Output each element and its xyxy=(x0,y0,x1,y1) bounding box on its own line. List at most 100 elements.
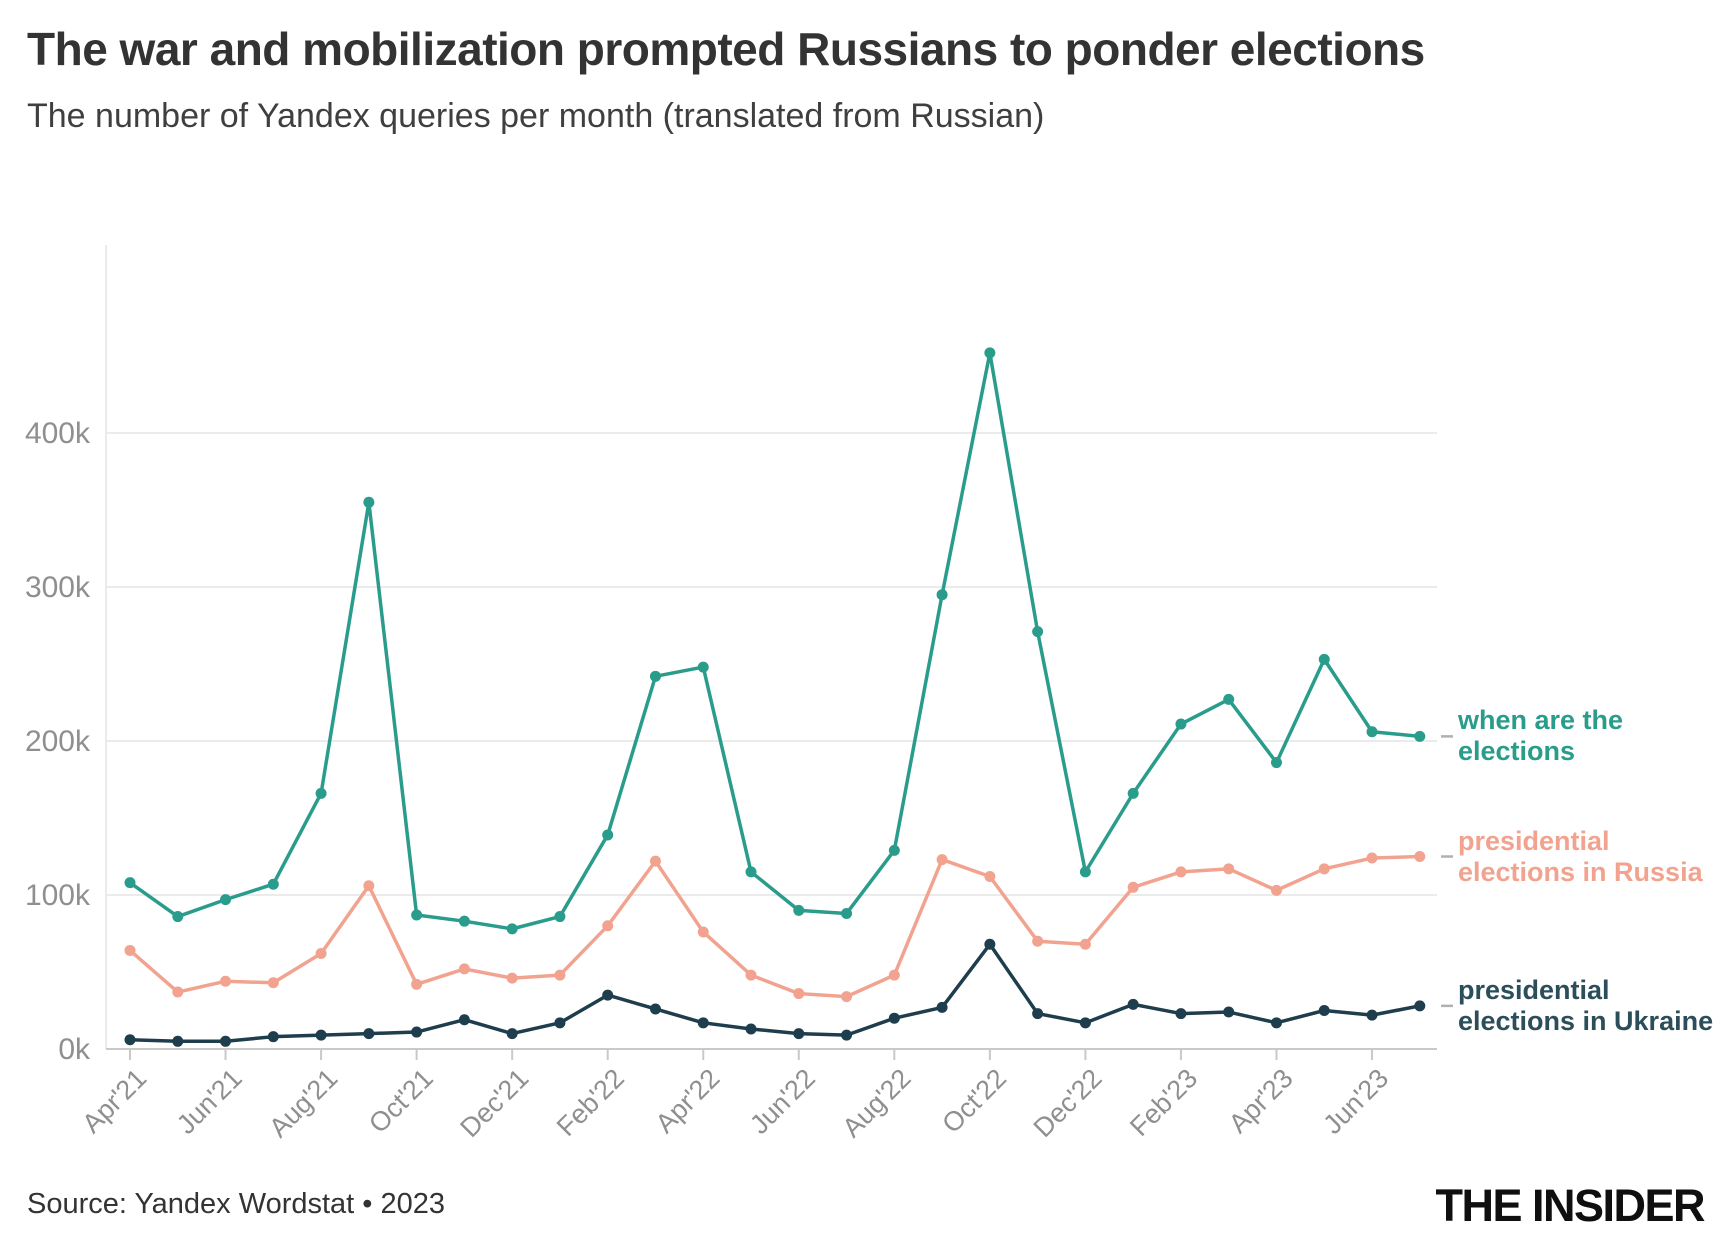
x-tick-label: Oct'21 xyxy=(363,1063,439,1139)
data-point-presidential-elections-in-Ukraine-Oct'22 xyxy=(984,938,996,950)
data-point-presidential-elections-in-Russia-Oct'22 xyxy=(984,871,996,883)
data-point-presidential-elections-in-Ukraine-May'22 xyxy=(745,1023,757,1035)
x-tick-label: Apr'22 xyxy=(650,1063,726,1139)
data-point-when-are-the-elections-Oct'21 xyxy=(411,909,423,921)
data-point-presidential-elections-in-Ukraine-Sep'22 xyxy=(936,1001,948,1013)
data-point-when-are-the-elections-Sep'21 xyxy=(363,496,375,508)
data-point-presidential-elections-in-Ukraine-Nov'21 xyxy=(458,1014,470,1026)
data-point-presidential-elections-in-Ukraine-Jun'21 xyxy=(220,1035,232,1047)
chart-title: The war and mobilization prompted Russia… xyxy=(27,23,1425,75)
data-point-presidential-elections-in-Ukraine-Mar'23 xyxy=(1223,1006,1235,1018)
data-point-presidential-elections-in-Russia-May'21 xyxy=(172,986,184,998)
data-point-when-are-the-elections-Mar'22 xyxy=(649,670,661,682)
data-point-when-are-the-elections-Jul'22 xyxy=(841,907,853,919)
data-point-when-are-the-elections-Jan'22 xyxy=(554,911,566,923)
series-label-line: elections xyxy=(1458,736,1576,767)
data-point-presidential-elections-in-Ukraine-Jun'23 xyxy=(1366,1009,1378,1021)
data-point-presidential-elections-in-Ukraine-Dec'21 xyxy=(506,1028,518,1040)
data-point-presidential-elections-in-Russia-Jun'21 xyxy=(220,975,232,987)
data-point-presidential-elections-in-Russia-Jul'22 xyxy=(841,991,853,1003)
series-label-line: presidential xyxy=(1458,825,1610,856)
data-point-when-are-the-elections-Jun'23 xyxy=(1366,726,1378,738)
data-point-presidential-elections-in-Ukraine-Apr'22 xyxy=(697,1017,709,1029)
data-point-presidential-elections-in-Russia-Sep'21 xyxy=(363,880,375,892)
data-point-presidential-elections-in-Ukraine-Aug'22 xyxy=(888,1012,900,1024)
data-point-when-are-the-elections-Jul'23 xyxy=(1414,730,1426,742)
data-point-presidential-elections-in-Russia-Apr'21 xyxy=(124,944,136,956)
series-label-line: elections in Ukraine xyxy=(1458,1005,1714,1036)
data-point-presidential-elections-in-Russia-Mar'23 xyxy=(1223,863,1235,875)
data-point-presidential-elections-in-Russia-Sep'22 xyxy=(936,854,948,866)
data-point-presidential-elections-in-Ukraine-Mar'22 xyxy=(649,1003,661,1015)
data-point-when-are-the-elections-Oct'22 xyxy=(984,347,996,359)
data-point-presidential-elections-in-Russia-Dec'22 xyxy=(1079,938,1091,950)
x-tick-label: Feb'22 xyxy=(551,1063,630,1142)
data-point-when-are-the-elections-Aug'22 xyxy=(888,844,900,856)
data-point-when-are-the-elections-Jan'23 xyxy=(1127,787,1139,799)
data-point-presidential-elections-in-Ukraine-May'21 xyxy=(172,1035,184,1047)
data-point-presidential-elections-in-Ukraine-Apr'23 xyxy=(1270,1017,1282,1029)
data-point-presidential-elections-in-Russia-Jul'23 xyxy=(1414,851,1426,862)
data-point-presidential-elections-in-Ukraine-Jan'23 xyxy=(1127,998,1139,1010)
chart-subtitle: The number of Yandex queries per month (… xyxy=(27,97,1045,135)
series-label-line: when are the xyxy=(1458,705,1624,736)
data-point-presidential-elections-in-Ukraine-Jun'22 xyxy=(793,1028,805,1040)
chart-header: The war and mobilization prompted Russia… xyxy=(27,18,1587,138)
x-tick-label: Oct'22 xyxy=(936,1063,1012,1139)
data-point-presidential-elections-in-Russia-May'22 xyxy=(745,969,757,981)
data-point-when-are-the-elections-Apr'22 xyxy=(697,661,709,673)
data-point-presidential-elections-in-Russia-Feb'23 xyxy=(1175,866,1187,878)
data-point-when-are-the-elections-Dec'21 xyxy=(506,923,518,935)
data-point-presidential-elections-in-Ukraine-Oct'21 xyxy=(411,1026,423,1038)
x-tick-label: Apr'21 xyxy=(76,1063,152,1139)
x-tick-label: Dec'21 xyxy=(454,1063,534,1143)
series-line-when-are-the-elections xyxy=(128,351,1420,931)
y-tick-label: 400k xyxy=(25,417,91,450)
x-tick-label: Jun'21 xyxy=(171,1063,248,1140)
data-point-when-are-the-elections-Sep'22 xyxy=(936,589,948,601)
series-label-line: elections in Russia xyxy=(1458,856,1703,887)
data-point-presidential-elections-in-Russia-Oct'21 xyxy=(411,978,423,990)
data-point-presidential-elections-in-Ukraine-Sep'21 xyxy=(363,1028,375,1040)
data-point-presidential-elections-in-Russia-Jan'23 xyxy=(1127,881,1139,893)
data-point-when-are-the-elections-Dec'22 xyxy=(1079,866,1091,878)
data-point-when-are-the-elections-Nov'22 xyxy=(1032,626,1044,638)
data-point-presidential-elections-in-Russia-Jan'22 xyxy=(554,969,566,981)
x-tick-label: Feb'23 xyxy=(1124,1063,1203,1142)
brand-logo: THE INSIDER xyxy=(1435,1180,1705,1231)
y-tick-label: 0k xyxy=(58,1033,91,1066)
data-point-when-are-the-elections-Aug'21 xyxy=(315,787,327,799)
data-point-when-are-the-elections-Apr'21 xyxy=(124,877,136,889)
series-label-presidential-elections-in-ukraine: presidential elections in Ukraine xyxy=(1458,975,1713,1037)
data-point-presidential-elections-in-Ukraine-Dec'22 xyxy=(1079,1017,1091,1029)
data-point-when-are-the-elections-Nov'21 xyxy=(458,915,470,927)
x-tick-label: Jun'22 xyxy=(744,1063,821,1140)
x-tick-label: Aug'22 xyxy=(836,1063,916,1143)
data-point-presidential-elections-in-Ukraine-Feb'23 xyxy=(1175,1008,1187,1020)
source-note: Source: Yandex Wordstat • 2023 xyxy=(27,1188,446,1220)
data-point-when-are-the-elections-Feb'23 xyxy=(1175,718,1187,730)
data-point-when-are-the-elections-May'23 xyxy=(1318,653,1330,665)
series-label-presidential-elections-in-russia: presidential elections in Russia xyxy=(1458,826,1703,888)
data-point-presidential-elections-in-Ukraine-May'23 xyxy=(1318,1005,1330,1016)
data-point-presidential-elections-in-Ukraine-Jan'22 xyxy=(554,1017,566,1029)
data-point-presidential-elections-in-Russia-Apr'23 xyxy=(1270,884,1282,896)
data-point-presidential-elections-in-Russia-Jul'21 xyxy=(267,977,279,989)
x-tick-label: Jun'23 xyxy=(1317,1063,1394,1140)
series-line-presidential-elections-in-Russia xyxy=(128,854,1420,999)
data-point-when-are-the-elections-Apr'23 xyxy=(1270,757,1282,769)
data-point-presidential-elections-in-Ukraine-Apr'21 xyxy=(124,1034,136,1046)
data-point-presidential-elections-in-Russia-Aug'21 xyxy=(315,948,327,960)
data-point-when-are-the-elections-Mar'23 xyxy=(1223,693,1235,705)
data-point-when-are-the-elections-Jun'22 xyxy=(793,904,805,916)
data-point-presidential-elections-in-Ukraine-Jul'22 xyxy=(841,1029,853,1041)
series-label-line: presidential xyxy=(1458,974,1610,1005)
data-point-presidential-elections-in-Russia-Feb'22 xyxy=(602,920,614,932)
data-point-presidential-elections-in-Russia-Jun'23 xyxy=(1366,852,1378,864)
data-point-presidential-elections-in-Russia-Apr'22 xyxy=(697,926,709,938)
series-line-presidential-elections-in-Ukraine xyxy=(129,942,1421,1044)
data-point-presidential-elections-in-Russia-Aug'22 xyxy=(888,969,900,981)
y-tick-label: 300k xyxy=(25,571,91,604)
